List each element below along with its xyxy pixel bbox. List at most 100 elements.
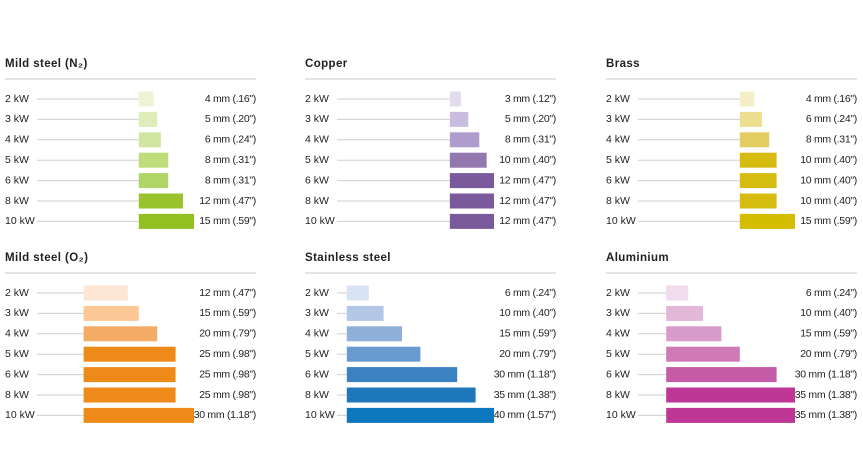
chart-title: Copper	[305, 58, 348, 70]
value-label: 15 mm (.59")	[800, 328, 857, 340]
category-label: 2 kW	[606, 93, 630, 105]
category-label: 4 kW	[606, 134, 630, 146]
category-label: 5 kW	[305, 348, 329, 360]
category-label: 5 kW	[606, 154, 630, 166]
value-label: 6 mm (.24")	[505, 287, 556, 299]
chart-title: Brass	[606, 58, 640, 70]
bar	[83, 407, 194, 423]
value-label: 30 mm (1.18")	[795, 368, 857, 380]
value-label: 10 mm (.40")	[800, 307, 857, 319]
value-label: 10 mm (.40")	[800, 195, 857, 207]
value-label: 8 mm (.31")	[205, 174, 256, 186]
category-label: 3 kW	[305, 307, 329, 319]
bar	[666, 387, 795, 403]
category-label: 6 kW	[5, 368, 29, 380]
chart-title: Mild steel (O₂)	[5, 252, 88, 264]
category-label: 3 kW	[606, 113, 630, 125]
category-label: 2 kW	[305, 93, 329, 105]
value-label: 6 mm (.24")	[806, 113, 857, 125]
category-label: 5 kW	[606, 348, 630, 360]
value-label: 30 mm (1.18")	[494, 368, 556, 380]
value-label: 40 mm (1.57")	[494, 409, 556, 421]
category-label: 4 kW	[5, 134, 29, 146]
bar	[449, 173, 494, 189]
bar	[449, 152, 487, 168]
category-label: 10 kW	[606, 215, 636, 227]
bar	[739, 193, 777, 209]
value-label: 15 mm (.59")	[199, 215, 256, 227]
bar	[83, 305, 139, 321]
chart-title: Mild steel (N₂)	[5, 58, 88, 70]
value-label: 8 mm (.31")	[806, 134, 857, 146]
category-label: 2 kW	[606, 287, 630, 299]
bar	[138, 91, 154, 107]
category-label: 5 kW	[5, 348, 29, 360]
bar	[449, 111, 469, 127]
bar	[449, 193, 494, 209]
category-label: 4 kW	[305, 328, 329, 340]
category-label: 8 kW	[606, 389, 630, 401]
category-label: 6 kW	[606, 368, 630, 380]
value-label: 35 mm (1.38")	[795, 389, 857, 401]
category-label: 3 kW	[606, 307, 630, 319]
value-label: 20 mm (.79")	[199, 328, 256, 340]
bar	[666, 305, 703, 321]
category-label: 4 kW	[5, 328, 29, 340]
bar	[739, 213, 795, 229]
value-label: 10 mm (.40")	[800, 174, 857, 186]
bar	[346, 285, 369, 301]
category-label: 6 kW	[305, 368, 329, 380]
value-label: 12 mm (.47")	[499, 195, 556, 207]
value-label: 20 mm (.79")	[499, 348, 556, 360]
bar	[138, 173, 169, 189]
value-label: 10 mm (.40")	[499, 154, 556, 166]
category-label: 6 kW	[5, 174, 29, 186]
bar	[83, 346, 176, 362]
bar	[666, 367, 777, 383]
category-label: 5 kW	[305, 154, 329, 166]
value-label: 4 mm (.16")	[205, 93, 256, 105]
bar	[83, 367, 176, 383]
value-label: 5 mm (.20")	[205, 113, 256, 125]
value-label: 10 mm (.40")	[499, 307, 556, 319]
bar	[346, 305, 384, 321]
bar	[739, 132, 770, 148]
category-label: 6 kW	[305, 174, 329, 186]
bar	[346, 326, 402, 342]
category-label: 10 kW	[5, 409, 35, 421]
value-label: 30 mm (1.18")	[194, 409, 256, 421]
bar	[346, 346, 421, 362]
chart-title: Stainless steel	[305, 252, 391, 264]
bar	[449, 132, 480, 148]
category-label: 4 kW	[305, 134, 329, 146]
category-label: 5 kW	[5, 154, 29, 166]
category-label: 3 kW	[5, 307, 29, 319]
value-label: 12 mm (.47")	[199, 195, 256, 207]
bar	[138, 111, 158, 127]
value-label: 4 mm (.16")	[806, 93, 857, 105]
value-label: 20 mm (.79")	[800, 348, 857, 360]
bar	[138, 152, 169, 168]
category-label: 8 kW	[305, 389, 329, 401]
value-label: 25 mm (.98")	[199, 368, 256, 380]
value-label: 15 mm (.59")	[499, 328, 556, 340]
category-label: 3 kW	[305, 113, 329, 125]
value-label: 8 mm (.31")	[205, 154, 256, 166]
bar	[346, 387, 476, 403]
category-label: 8 kW	[606, 195, 630, 207]
value-label: 8 mm (.31")	[505, 134, 556, 146]
bar	[138, 193, 183, 209]
category-label: 10 kW	[305, 215, 335, 227]
value-label: 6 mm (.24")	[205, 134, 256, 146]
category-label: 6 kW	[606, 174, 630, 186]
category-label: 3 kW	[5, 113, 29, 125]
category-label: 4 kW	[606, 328, 630, 340]
bar	[138, 213, 194, 229]
bar	[739, 152, 777, 168]
value-label: 5 mm (.20")	[505, 113, 556, 125]
value-label: 15 mm (.59")	[199, 307, 256, 319]
bar	[739, 173, 777, 189]
bar	[666, 285, 689, 301]
